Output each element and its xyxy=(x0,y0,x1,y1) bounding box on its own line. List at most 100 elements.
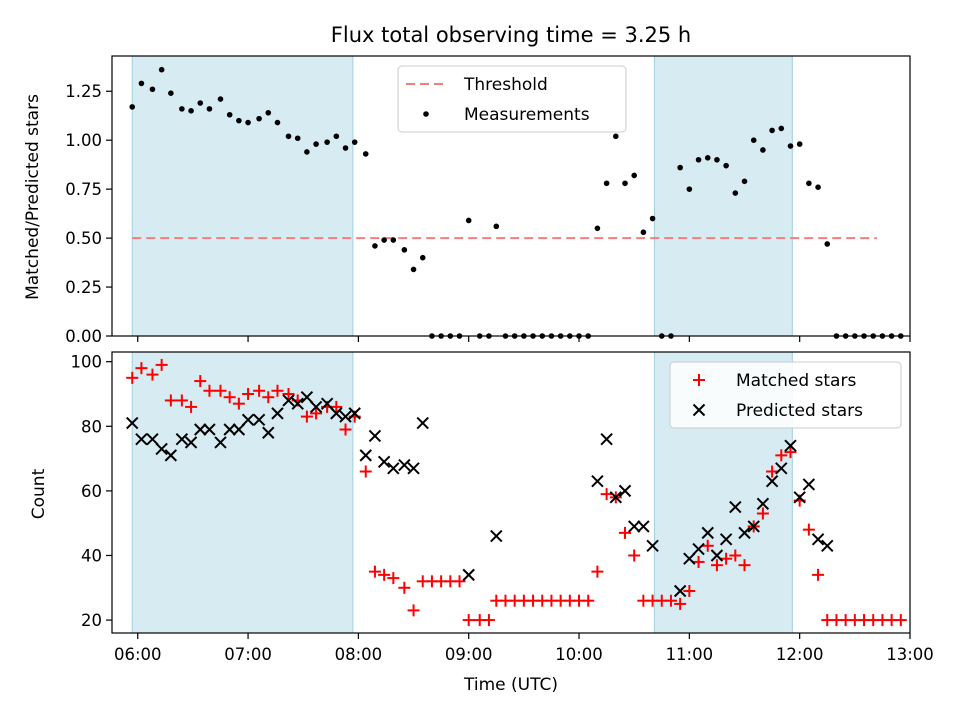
top-y-tick-label: 0.00 xyxy=(65,327,102,346)
x-axis-label: Time (UTC) xyxy=(463,675,558,695)
x-stroke xyxy=(591,474,604,488)
x-stroke xyxy=(330,407,343,420)
measurement-point xyxy=(603,180,610,187)
predicted-star-marker xyxy=(377,455,391,469)
bottom-y-tick-label: 100 xyxy=(71,353,103,372)
predicted-star-marker xyxy=(765,474,779,488)
x-stroke xyxy=(359,449,372,462)
matched-star-marker xyxy=(387,572,400,585)
matched-star-marker xyxy=(203,384,216,397)
measurement-point xyxy=(631,172,637,179)
measurement-point xyxy=(640,229,647,236)
predicted-star-marker xyxy=(618,484,632,498)
top-plot-area: 0.00 0.25 0.50 0.75 1.00 1.25 Threshold Measure… xyxy=(65,55,911,346)
predicted-star-marker xyxy=(407,462,420,475)
measurement-point xyxy=(594,225,601,232)
predicted-star-marker xyxy=(821,539,834,553)
top-legend-box xyxy=(397,65,627,133)
matched-star-marker xyxy=(223,391,236,404)
predicted-star-marker xyxy=(184,436,198,449)
x-stroke xyxy=(175,432,189,446)
matched-star-marker xyxy=(232,397,245,410)
x-stroke xyxy=(368,429,382,443)
matched-star-marker xyxy=(135,362,148,375)
x-stroke xyxy=(765,474,779,488)
matched-star-marker xyxy=(600,488,613,501)
predicted-star-marker xyxy=(291,397,304,410)
x-stroke xyxy=(756,497,770,511)
x-stroke xyxy=(673,584,687,598)
predicted-star-marker xyxy=(146,432,159,446)
x-stroke xyxy=(784,439,797,452)
x-stroke xyxy=(377,455,391,469)
matched-star-marker xyxy=(185,400,198,413)
bottom-x-tick-label: 10:00 xyxy=(555,645,603,664)
matched-star-marker xyxy=(359,465,372,478)
predicted-star-marker xyxy=(600,432,613,446)
predicted-star-marker xyxy=(175,432,189,446)
bottom-y-tick-label: 40 xyxy=(81,546,102,565)
measurement-point xyxy=(274,119,281,126)
x-stroke xyxy=(793,491,806,504)
matched-star-marker xyxy=(664,594,677,607)
bottom-x-tick-label: 12:00 xyxy=(776,645,824,664)
matched-star-marker xyxy=(692,555,705,568)
measurement-point xyxy=(245,119,251,126)
matched-star-marker xyxy=(710,559,723,572)
x-stroke xyxy=(146,432,159,446)
measurement-point xyxy=(226,111,233,118)
measurement-point xyxy=(815,184,821,190)
predicted-star-marker xyxy=(756,497,770,511)
predicted-star-marker xyxy=(609,491,623,504)
predicted-star-marker xyxy=(784,439,797,452)
measurement-point xyxy=(493,223,500,230)
matched-star-marker xyxy=(812,568,825,581)
matched-star-marker xyxy=(619,526,631,539)
x-stroke xyxy=(387,462,400,475)
measurement-point xyxy=(313,141,319,147)
top-y-tick-label: 0.25 xyxy=(65,278,102,297)
predicted-star-marker xyxy=(710,549,724,562)
top-shaded-interval xyxy=(653,55,793,337)
matched-star-marker xyxy=(282,387,295,400)
measurement-point xyxy=(806,180,812,187)
matched-star-marker xyxy=(729,549,742,562)
predicted-star-marker xyxy=(692,542,705,556)
predicted-star-marker xyxy=(262,426,275,439)
matched-star-marker xyxy=(720,552,733,565)
top-y-tick-label: 1.25 xyxy=(65,82,102,101)
measurement-point xyxy=(824,241,831,247)
predicted-star-marker xyxy=(729,500,742,514)
predicted-star-marker xyxy=(203,423,216,436)
matched-star-marker xyxy=(214,384,227,397)
x-stroke xyxy=(719,533,733,546)
x-stroke xyxy=(135,432,148,446)
measurement-point xyxy=(362,151,369,157)
predicted-star-marker xyxy=(126,416,139,430)
x-stroke xyxy=(416,416,429,430)
predicted-star-marker xyxy=(368,429,382,443)
x-stroke xyxy=(348,407,361,420)
measurement-point xyxy=(732,190,739,196)
measurement-point xyxy=(342,145,349,151)
x-stroke xyxy=(738,526,751,540)
predicted-star-marker xyxy=(252,413,266,427)
x-stroke xyxy=(232,423,246,436)
top-shaded-interval xyxy=(131,55,354,337)
x-stroke xyxy=(692,542,705,556)
predicted-star-marker xyxy=(223,423,236,436)
measurement-point xyxy=(372,243,378,249)
x-stroke xyxy=(407,462,420,475)
x-stroke xyxy=(811,533,825,546)
top-y-tick-label: 1.00 xyxy=(65,131,102,150)
matched-star-marker xyxy=(766,465,779,478)
matched-star-marker xyxy=(674,597,687,610)
measurement-point xyxy=(304,149,310,155)
top-axes-frame xyxy=(111,55,911,337)
bottom-x-tick-label: 07:00 xyxy=(224,645,272,664)
predicted-star-marker xyxy=(309,400,323,414)
predicted-star-marker xyxy=(271,407,284,420)
x-stroke xyxy=(194,423,207,436)
x-stroke xyxy=(291,397,304,410)
